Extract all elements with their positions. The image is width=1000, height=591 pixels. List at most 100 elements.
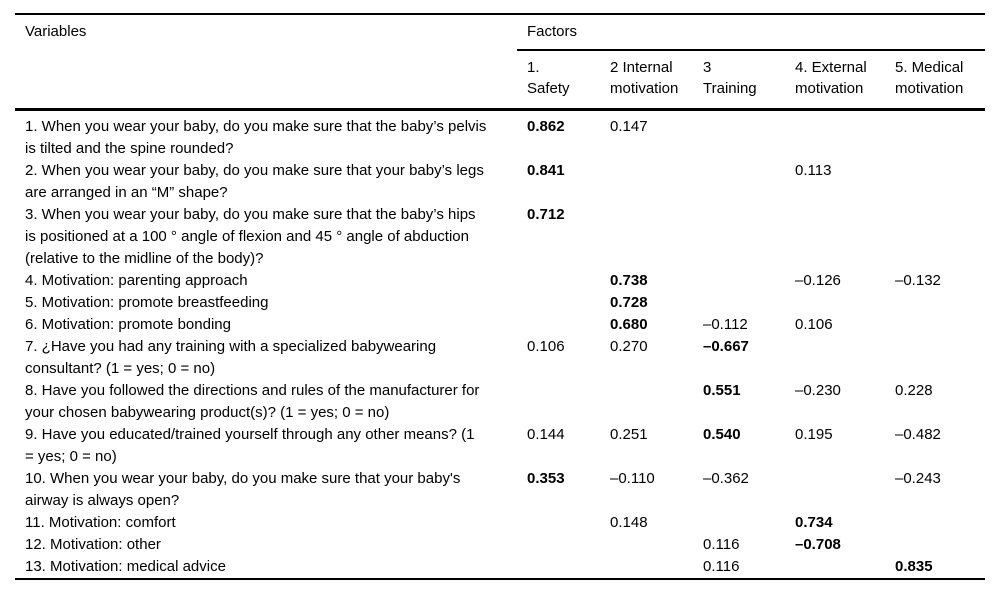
factor-column-header: 4. External motivation (785, 50, 885, 111)
loading-value-cell: –0.362 (703, 470, 749, 487)
loading-value-cell: 0.540 (703, 426, 741, 443)
factor-column-header: 1. Safety (517, 50, 600, 111)
empty-header-cell (15, 50, 517, 111)
loading-value-cell: 0.116 (703, 558, 740, 575)
table-row: 2. When you wear your baby, do you make … (15, 160, 985, 204)
loading-value-cell (785, 336, 885, 380)
loading-value-cell (600, 534, 693, 556)
table-row: 13. Motivation: medical advice 0.116 0.835 (15, 556, 985, 579)
loading-value-cell: 0.712 (527, 206, 565, 223)
column-header-row: 1. Safety 2 Internal motivation 3 Training… (15, 50, 986, 111)
variable-cell: 4. Motivation: parenting approach (25, 272, 248, 289)
loading-value-cell: –0.482 (895, 426, 941, 443)
table-row: 8. Have you followed the directions and … (15, 380, 985, 424)
loading-value-cell (693, 512, 785, 534)
loading-value-cell (885, 314, 985, 336)
variable-cell: 7. ¿Have you had any training with a spe… (25, 338, 437, 377)
loading-value-cell: 0.862 (527, 118, 565, 135)
variables-header: Variables (25, 23, 87, 40)
loading-value-cell: –0.110 (610, 470, 655, 487)
loading-value-cell: 0.353 (527, 470, 565, 487)
variable-cell: 5. Motivation: promote breastfeeding (25, 294, 269, 311)
loading-value-cell (693, 270, 785, 292)
table-row: 5. Motivation: promote breastfeeding 0.72… (15, 292, 985, 314)
loading-value-cell (517, 292, 600, 314)
loading-value-cell: 0.841 (527, 162, 565, 179)
factors-header: Factors (517, 14, 986, 51)
loading-value-cell (885, 292, 985, 314)
loading-value-cell (600, 380, 693, 424)
loading-value-cell: 0.680 (610, 316, 648, 333)
variable-cell: 6. Motivation: promote bonding (25, 316, 231, 333)
loading-value-cell: –0.126 (795, 272, 841, 289)
loading-value-cell (517, 534, 600, 556)
table-row: 3. When you wear your baby, do you make … (15, 204, 985, 270)
loading-value-cell: 0.106 (527, 338, 565, 355)
loading-value-cell (600, 160, 693, 204)
factor-column-header: 3 Training (693, 50, 785, 111)
loading-value-cell (885, 110, 985, 161)
table-row: 10. When you wear your baby, do you make… (15, 468, 985, 512)
loading-value-cell (885, 204, 985, 270)
loading-value-cell (785, 110, 885, 161)
variable-cell: 12. Motivation: other (25, 536, 161, 553)
loading-value-cell (600, 204, 693, 270)
loading-value-cell (785, 292, 885, 314)
variable-cell: 11. Motivation: comfort (25, 514, 176, 531)
table-row: 12. Motivation: other 0.116 –0.708 (15, 534, 985, 556)
loading-value-cell: 0.835 (895, 558, 933, 575)
loading-value-cell: 0.147 (610, 118, 648, 135)
group-header-row: Variables Factors (15, 14, 986, 51)
loading-value-cell: 0.195 (795, 426, 833, 443)
variable-cell: 2. When you wear your baby, do you make … (25, 162, 484, 201)
loading-value-cell (517, 314, 600, 336)
loading-value-cell: 0.551 (703, 382, 741, 399)
loading-value-cell: –0.667 (703, 338, 749, 355)
variable-cell: 10. When you wear your baby, do you make… (25, 470, 461, 509)
loading-value-cell: –0.230 (795, 382, 841, 399)
loading-value-cell: 0.144 (527, 426, 565, 443)
factor-loadings-table: Variables Factors 1. Safety 2 Internal mo… (15, 13, 986, 580)
loading-value-cell (785, 556, 885, 579)
loading-value-cell: –0.243 (895, 470, 941, 487)
loading-value-cell: 0.270 (610, 338, 648, 355)
loading-value-cell: 0.116 (703, 536, 740, 553)
loading-value-cell (693, 110, 785, 161)
loading-value-cell (885, 336, 985, 380)
loading-value-cell: 0.734 (795, 514, 833, 531)
variable-cell: 8. Have you followed the directions and … (25, 382, 480, 421)
variable-cell: 3. When you wear your baby, do you make … (25, 206, 476, 267)
loading-value-cell: –0.132 (895, 272, 941, 289)
loading-value-cell (600, 556, 693, 579)
loading-value-cell (693, 292, 785, 314)
table-row: 11. Motivation: comfort 0.148 0.734 (15, 512, 985, 534)
variable-cell: 9. Have you educated/trained yourself th… (25, 426, 475, 465)
table-header: Variables Factors 1. Safety 2 Internal mo… (15, 14, 986, 111)
loading-value-cell (785, 204, 885, 270)
loading-value-cell: 0.148 (610, 514, 648, 531)
loading-value-cell (885, 512, 985, 534)
table-row: 9. Have you educated/trained yourself th… (15, 424, 985, 468)
table-row: 1. When you wear your baby, do you make … (15, 110, 985, 161)
loading-value-cell: 0.728 (610, 294, 648, 311)
loading-value-cell (517, 512, 600, 534)
loading-value-cell (885, 534, 985, 556)
factor-column-header: 2 Internal motivation (600, 50, 693, 111)
variable-cell: 1. When you wear your baby, do you make … (25, 118, 487, 157)
loading-value-cell: –0.708 (795, 536, 841, 553)
loading-value-cell: 0.738 (610, 272, 648, 289)
loading-value-cell: 0.228 (895, 382, 933, 399)
loading-value-cell (517, 270, 600, 292)
loading-value-cell: –0.112 (703, 316, 748, 333)
table-row: 7. ¿Have you had any training with a spe… (15, 336, 985, 380)
loading-value-cell (693, 204, 785, 270)
loading-value-cell: 0.113 (795, 162, 832, 179)
table-row: 6. Motivation: promote bonding 0.680 –0.11… (15, 314, 985, 336)
loading-value-cell (693, 160, 785, 204)
table-row: 4. Motivation: parenting approach 0.738 –0… (15, 270, 985, 292)
loading-value-cell: 0.251 (610, 426, 648, 443)
loading-value-cell: 0.106 (795, 316, 833, 333)
loading-value-cell (885, 160, 985, 204)
factor-column-header: 5. Medical motivation (885, 50, 986, 111)
